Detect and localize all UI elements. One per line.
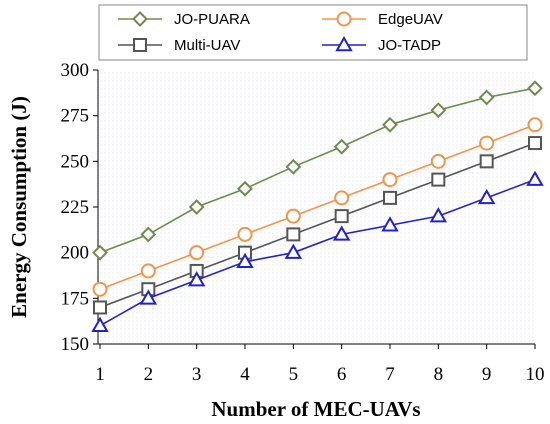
legend-box xyxy=(98,4,528,61)
y-tick-label-300: 300 xyxy=(61,60,90,81)
series-line-edgeuav xyxy=(99,124,536,290)
legend-label: EdgeUAV xyxy=(378,11,443,28)
point-edgeuav-2 xyxy=(140,263,156,279)
series-edgeuav xyxy=(92,117,543,297)
x-tick-label-4: 4 xyxy=(240,364,250,385)
legend-item-multi-uav: Multi-UAV xyxy=(118,37,240,54)
series-line-jo-tadp xyxy=(99,178,536,327)
point-jo-puara-3 xyxy=(188,199,205,215)
y-tick-labels: 150 175 200 225 250 275 300 xyxy=(61,60,98,355)
point-edgeuav-10 xyxy=(527,117,543,133)
series-jo-tadp xyxy=(91,170,544,332)
point-jo-tadp-4 xyxy=(236,252,254,269)
point-edgeuav-8 xyxy=(430,153,446,169)
legend-marker-diamond xyxy=(132,11,148,27)
x-tick-label-8: 8 xyxy=(434,364,444,385)
point-edgeuav-9 xyxy=(479,135,495,151)
point-jo-tadp-7 xyxy=(381,216,399,232)
legend-label: JO-TADP xyxy=(378,37,441,54)
legend-label: Multi-UAV xyxy=(174,37,240,54)
x-tick-label-2: 2 xyxy=(144,364,154,385)
x-tick-label-9: 9 xyxy=(482,364,492,385)
x-tick-label-7: 7 xyxy=(385,364,395,385)
series-layer xyxy=(91,80,544,332)
legend-items: JO-PUARA EdgeUAV Multi-UAV JO-TADP xyxy=(118,11,443,54)
point-jo-puara-6 xyxy=(333,138,350,155)
point-edgeuav-4 xyxy=(237,226,253,242)
point-edgeuav-7 xyxy=(382,172,398,188)
series-jo-puara xyxy=(92,80,543,261)
legend-item-jo-puara: JO-PUARA xyxy=(118,11,250,28)
series-line-jo-puara xyxy=(99,87,536,254)
x-tick-label-3: 3 xyxy=(192,364,202,385)
point-jo-tadp-1 xyxy=(91,316,109,332)
y-tick-label-175: 175 xyxy=(61,288,90,309)
point-jo-puara-5 xyxy=(285,158,302,175)
point-edgeuav-5 xyxy=(285,208,301,224)
point-edgeuav-6 xyxy=(334,190,350,206)
point-multi-uav-1 xyxy=(93,300,107,315)
point-jo-tadp-5 xyxy=(284,243,303,259)
point-multi-uav-10 xyxy=(528,136,542,151)
point-jo-tadp-9 xyxy=(477,188,496,205)
y-tick-label-250: 250 xyxy=(61,151,90,172)
point-jo-tadp-6 xyxy=(332,225,351,241)
series-line-multi-uav xyxy=(99,142,536,309)
point-multi-uav-6 xyxy=(334,209,349,224)
point-edgeuav-1 xyxy=(92,281,108,297)
point-multi-uav-8 xyxy=(431,172,446,187)
point-jo-puara-2 xyxy=(140,226,157,243)
legend: JO-PUARA EdgeUAV Multi-UAV JO-TADP xyxy=(98,4,528,61)
point-jo-puara-7 xyxy=(382,116,398,133)
point-jo-puara-10 xyxy=(527,80,543,97)
legend-marker-triangle xyxy=(335,35,353,52)
point-jo-tadp-3 xyxy=(187,271,206,287)
point-jo-tadp-2 xyxy=(139,289,158,305)
x-tick-label-1: 1 xyxy=(95,364,105,385)
x-tick-label-10: 10 xyxy=(526,364,545,385)
y-axis-title: Energy Consumption (J) xyxy=(7,96,31,318)
x-tick-labels: 1 2 3 4 5 6 7 8 9 10 xyxy=(95,344,545,385)
x-tick-label-5: 5 xyxy=(289,364,299,385)
point-jo-tadp-10 xyxy=(526,170,544,186)
y-tick-label-225: 225 xyxy=(61,197,90,218)
point-jo-tadp-8 xyxy=(429,207,448,223)
point-jo-puara-8 xyxy=(430,102,447,119)
legend-item-jo-tadp: JO-TADP xyxy=(322,35,441,54)
point-edgeuav-3 xyxy=(189,245,205,261)
point-multi-uav-9 xyxy=(479,154,494,169)
legend-item-edgeuav: EdgeUAV xyxy=(322,11,443,28)
y-tick-label-150: 150 xyxy=(61,334,90,355)
point-multi-uav-7 xyxy=(383,190,397,205)
point-jo-puara-1 xyxy=(92,244,108,261)
y-tick-label-200: 200 xyxy=(61,243,90,264)
legend-label: JO-PUARA xyxy=(174,11,250,28)
legend-marker-square xyxy=(133,38,147,52)
legend-marker-circle xyxy=(336,11,352,27)
x-tick-label-6: 6 xyxy=(337,364,347,385)
point-jo-puara-9 xyxy=(478,89,495,106)
y-tick-label-275: 275 xyxy=(61,106,90,127)
point-jo-puara-4 xyxy=(237,180,253,197)
point-multi-uav-5 xyxy=(286,227,301,242)
x-axis-title: Number of MEC-UAVs xyxy=(211,397,420,421)
